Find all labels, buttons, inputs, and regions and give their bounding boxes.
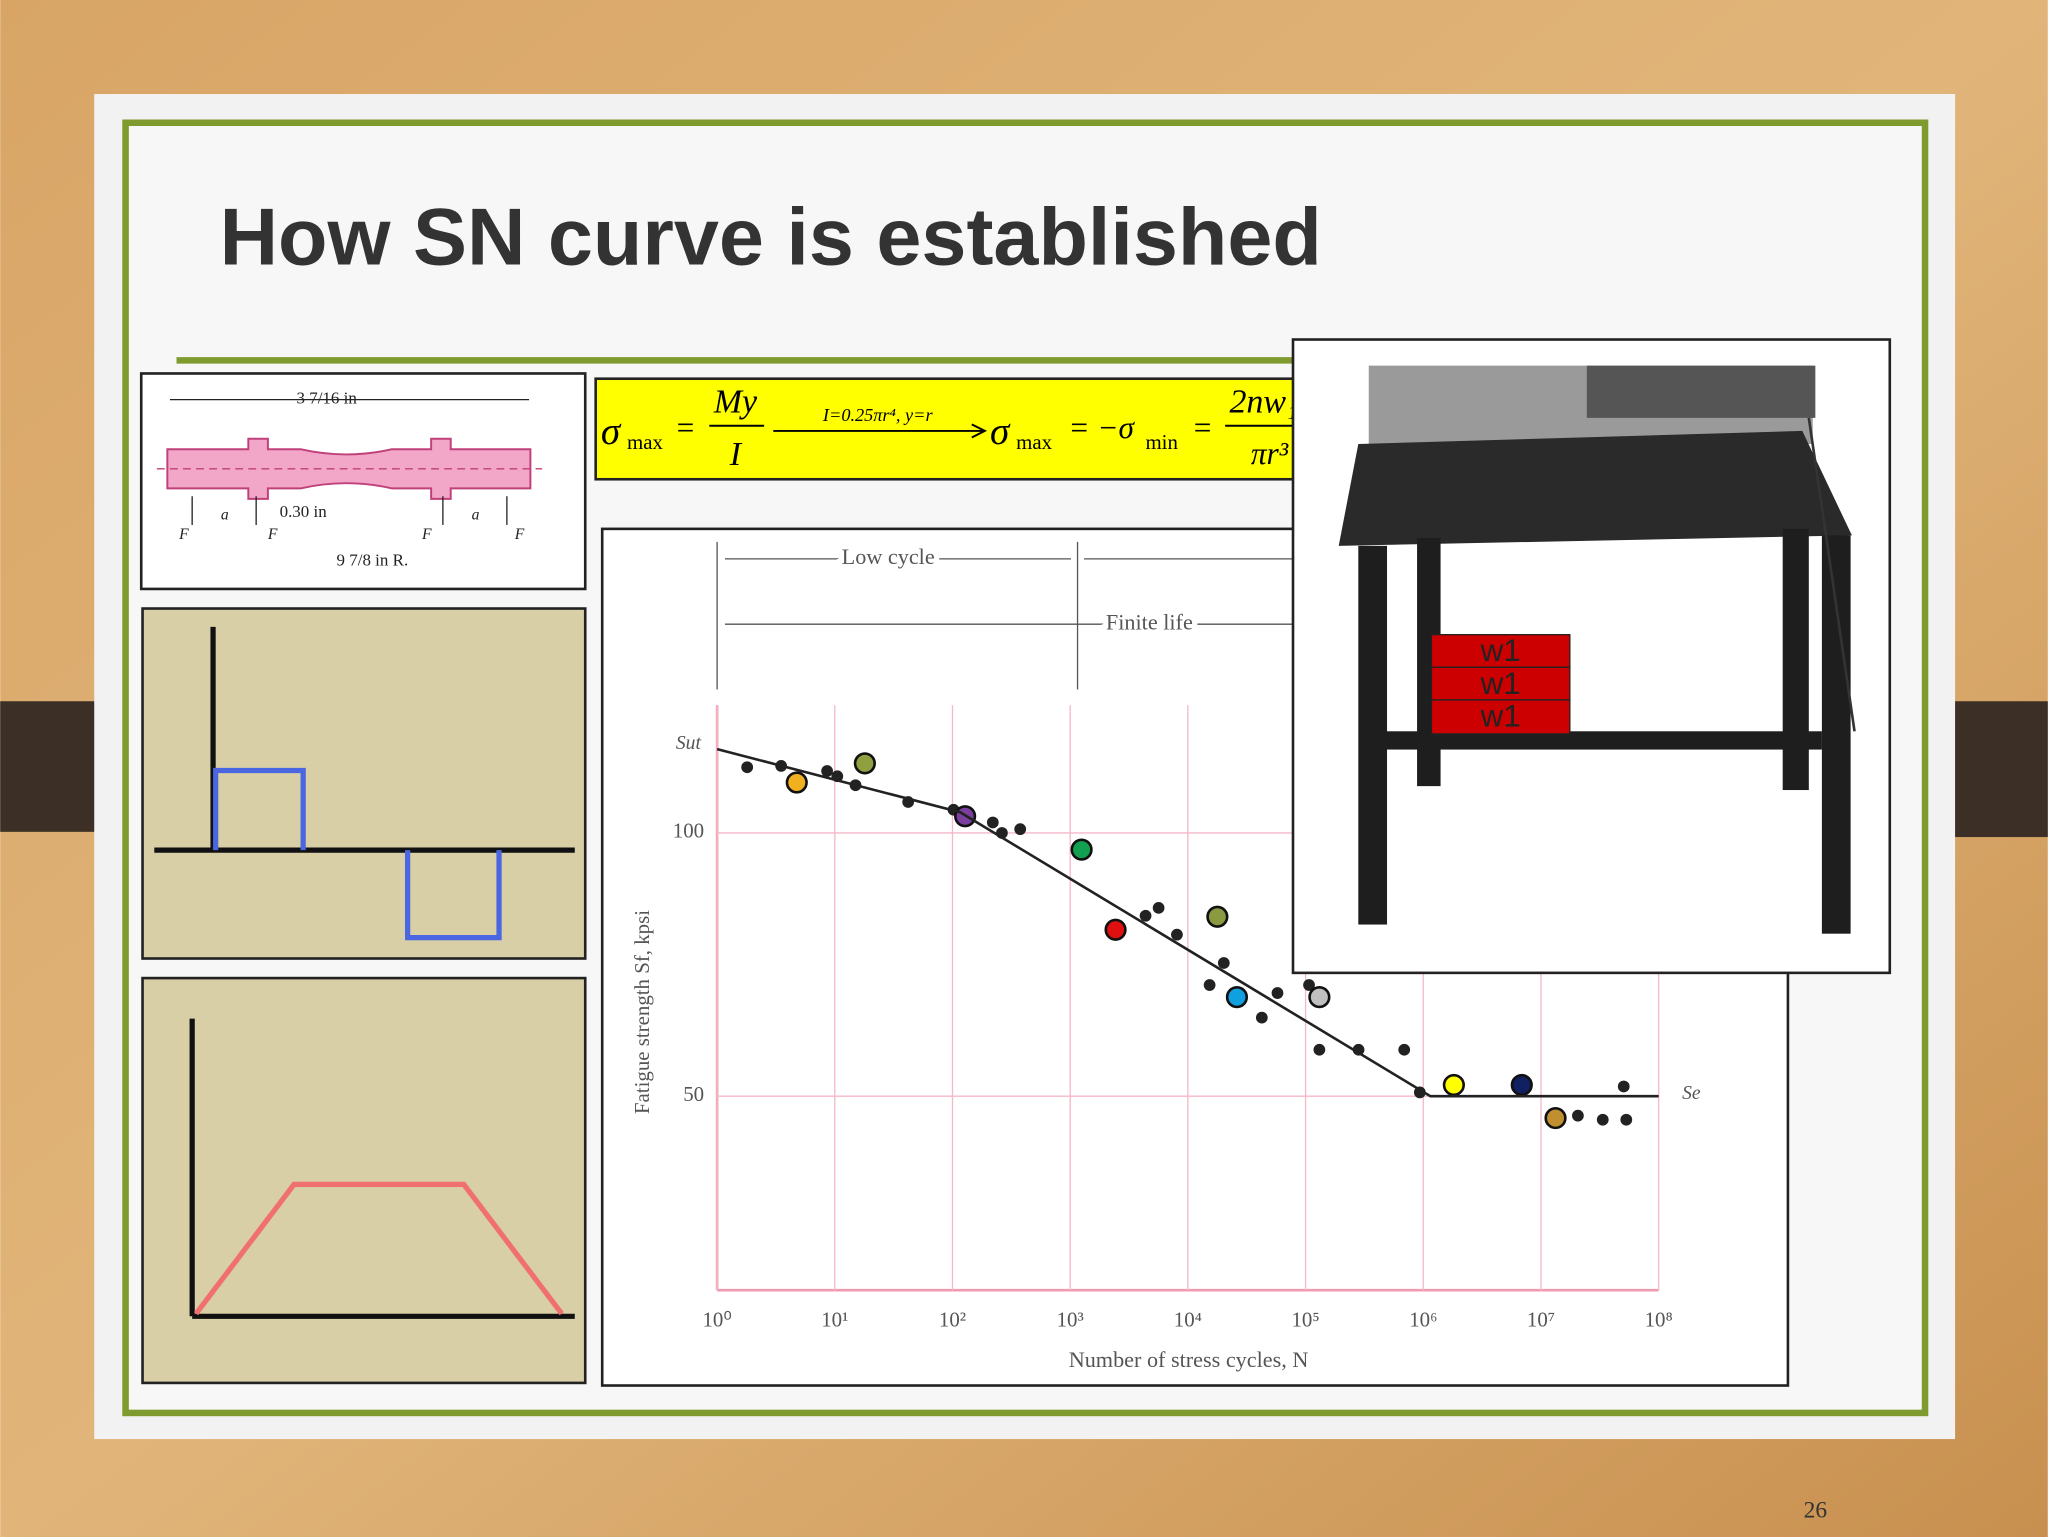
- formula-text: σ: [990, 410, 1011, 453]
- data-point: [1352, 1043, 1365, 1056]
- x-tick-label: 10⁵: [1291, 1307, 1319, 1331]
- table-leg: [1358, 545, 1388, 925]
- data-point: [1255, 1011, 1268, 1024]
- shear-curve: [213, 767, 502, 941]
- formula-box: σ max = My I I=0.25πr⁴, y=r σ max = −σ m…: [594, 377, 1331, 481]
- formula-text: max: [1016, 430, 1053, 454]
- highlight-point: [1442, 1073, 1465, 1097]
- dimension-label: 0.30 in: [280, 502, 328, 521]
- x-tick-label: 10⁴: [1174, 1307, 1202, 1331]
- region-label: Finite life: [1106, 609, 1193, 634]
- weight-label: w1: [1480, 699, 1521, 734]
- formula-text: = −σ: [1068, 410, 1135, 445]
- formula-text: min: [1145, 430, 1178, 454]
- panel: [141, 607, 587, 960]
- highlight-point: [1308, 986, 1331, 1009]
- formula-text: max: [627, 430, 664, 454]
- fit-line: [716, 747, 1659, 1098]
- slide-title: How SN curve is established: [220, 192, 1322, 282]
- x-tick-label: 10⁸: [1645, 1307, 1673, 1331]
- moment-diagram: [141, 976, 587, 1385]
- x-tick-label: 10¹: [821, 1307, 848, 1331]
- dimension-label: a: [472, 506, 480, 523]
- y-tick-label: 50: [683, 1082, 704, 1106]
- data-point: [1596, 1113, 1609, 1126]
- data-point: [1313, 1043, 1326, 1056]
- cable: [1807, 417, 1856, 732]
- weight-label: w1: [1480, 666, 1521, 701]
- highlight-point: [1225, 986, 1249, 1009]
- weight: [1430, 666, 1571, 701]
- data-point: [1217, 957, 1230, 969]
- weight-label: w1: [1480, 633, 1521, 668]
- data-point: [1139, 909, 1152, 922]
- se-label: Se: [1682, 1083, 1701, 1104]
- highlight-point: [1070, 838, 1093, 861]
- force-label: F: [514, 526, 525, 543]
- specimen-shape: [166, 437, 532, 500]
- x-tick-label: 10⁶: [1409, 1307, 1437, 1331]
- formula-text: πr³: [1251, 436, 1289, 471]
- x-axis-label: Number of stress cycles, N: [1069, 1347, 1309, 1372]
- dimension-label: 3 7/16 in: [296, 388, 357, 407]
- formula-text: σ: [601, 410, 622, 453]
- dimension-label: 9 7/8 in R.: [337, 550, 409, 569]
- data-point: [1171, 928, 1183, 941]
- highlight-point: [1510, 1073, 1533, 1097]
- force-label: F: [421, 526, 432, 543]
- formula-text: =: [677, 410, 695, 445]
- weight: [1430, 699, 1571, 735]
- specimen-diagram: 3 7/16 in 0.30 in 9 7/8 in R. a a F F F …: [139, 372, 587, 591]
- sut-label: Sut: [676, 733, 702, 754]
- region-label: Low cycle: [842, 544, 935, 569]
- table-leg: [1782, 528, 1809, 791]
- arrow-head: [971, 423, 988, 439]
- weight: [1430, 633, 1571, 668]
- y-axis-label: Fatigue strength Sf, kpsi: [630, 910, 654, 1114]
- data-point: [1203, 979, 1216, 991]
- highlight-point: [785, 771, 808, 794]
- data-point: [1617, 1080, 1630, 1093]
- data-point: [1572, 1109, 1584, 1122]
- data-point: [1620, 1113, 1633, 1126]
- force-label: F: [178, 526, 189, 543]
- shear-diagram: [141, 607, 587, 960]
- data-point: [1152, 901, 1165, 914]
- data-point: [1303, 979, 1315, 991]
- data-point: [741, 761, 754, 774]
- data-point: [1398, 1043, 1411, 1056]
- formula-text: My: [713, 384, 758, 421]
- panel: [594, 377, 1331, 481]
- highlight-point: [1544, 1106, 1567, 1130]
- data-point: [986, 816, 999, 829]
- machine-photo: w1 w1 w1: [1291, 338, 1892, 975]
- x-tick-label: 10²: [939, 1307, 966, 1331]
- force-label: F: [267, 526, 278, 543]
- x-tick-label: 10³: [1057, 1307, 1084, 1331]
- x-tick-label: 10⁰: [702, 1307, 731, 1331]
- data-point: [1014, 823, 1027, 836]
- page-number: 26: [1804, 1498, 1828, 1524]
- formula-text: I=0.25πr⁴, y=r: [822, 405, 934, 425]
- data-point: [1271, 987, 1284, 999]
- highlight-point: [1206, 905, 1229, 928]
- highlight-point: [853, 752, 876, 775]
- formula-text: =: [1194, 410, 1212, 445]
- table-rail: [1384, 731, 1822, 750]
- moment-curve: [194, 1181, 564, 1316]
- x-tick-label: 10⁷: [1527, 1307, 1555, 1331]
- data-point: [821, 765, 833, 777]
- dimension-label: a: [221, 506, 229, 523]
- panel: [141, 976, 587, 1385]
- table-top: [1338, 430, 1852, 546]
- table-leg: [1821, 535, 1851, 934]
- highlight-point: [1104, 918, 1127, 941]
- machine-motor: [1586, 365, 1816, 418]
- formula-text: I: [729, 436, 743, 473]
- y-tick-label: 100: [673, 819, 704, 843]
